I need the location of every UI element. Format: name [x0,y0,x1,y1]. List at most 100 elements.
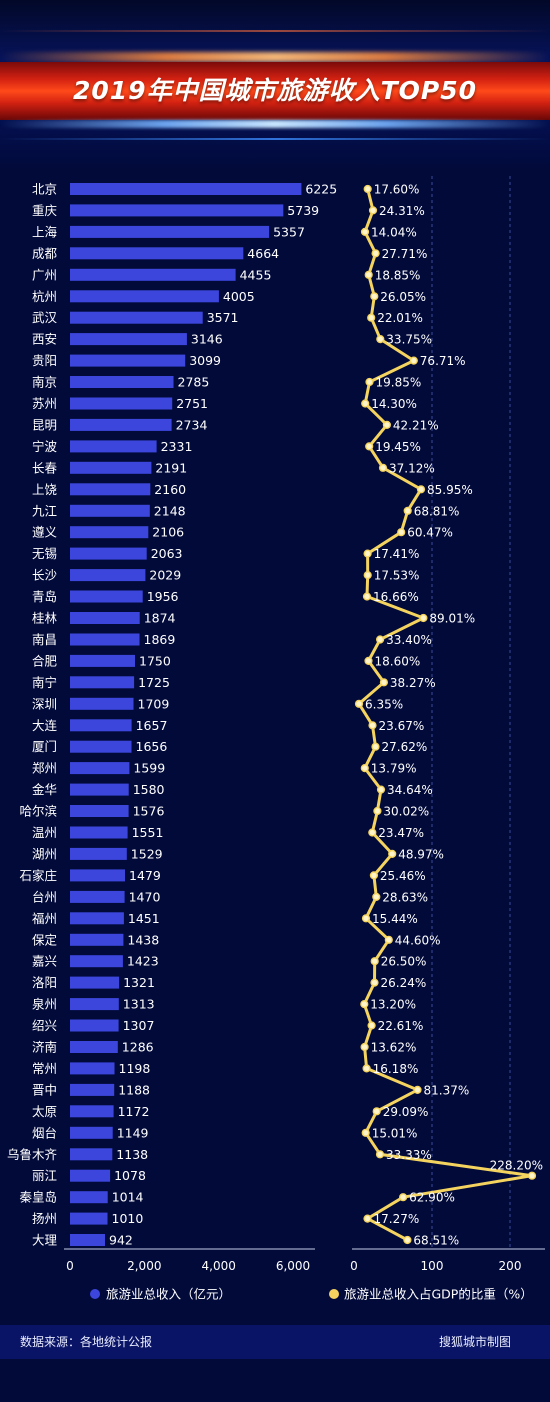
line-point [376,785,386,794]
category-label: 嘉兴 [32,954,57,969]
line-value-label: 19.85% [376,376,422,390]
bar-value-label: 2029 [149,568,181,583]
bar-value-label: 1657 [136,718,168,733]
legend-line-marker [329,1289,339,1299]
line-value-label: 85.95% [427,483,473,497]
bar-value-label: 942 [109,1233,133,1248]
category-label: 宁波 [32,439,58,454]
line-value-label: 27.71% [382,247,428,261]
line-point [376,335,385,344]
bar [70,547,147,560]
category-label: 桂林 [32,611,58,626]
line-point [363,570,372,580]
bar [70,847,127,860]
bar-value-label: 1307 [123,1018,155,1033]
bar-value-label: 4664 [247,246,279,261]
line-point [416,485,426,494]
line-point [365,442,374,451]
bar-value-label: 2331 [161,439,193,454]
bar-axis-tick-label: 4,000 [202,1259,236,1273]
bar [70,397,173,410]
bar-value-label: 1149 [117,1125,149,1140]
bar-value-label: 1529 [131,846,163,861]
line-value-label: 17.27% [374,1212,420,1226]
bar-value-label: 1014 [112,1190,144,1205]
bar-value-label: 3571 [207,310,239,325]
legend-bar-marker [90,1289,100,1299]
line-value-label: 6.35% [365,697,403,711]
category-label: 遵义 [32,525,58,540]
bar [70,1041,118,1053]
line-point [375,1150,385,1159]
line-value-label: 17.60% [374,183,420,197]
bar-value-label: 3099 [189,353,221,368]
line-point [365,377,374,387]
bar [70,1148,113,1161]
line-value-label: 19.45% [375,440,421,454]
bar-value-label: 6225 [305,182,337,197]
category-label: 绍兴 [32,1018,57,1033]
line-point [360,763,369,773]
legend-bar-label: 旅游业总收入（亿元） [106,1287,231,1302]
bar-value-label: 1599 [133,761,165,776]
bar [70,418,172,431]
bar-value-label: 2785 [178,375,210,390]
line-value-label: 14.30% [371,397,417,411]
bar [70,998,119,1011]
bar-value-label: 1286 [122,1040,154,1055]
line-point [369,871,379,880]
bar [70,612,140,624]
bar [70,1105,114,1118]
line-point [364,656,373,666]
line-value-label: 18.60% [375,654,421,668]
bar-value-label: 3146 [191,332,223,347]
header-banner [0,0,550,170]
line-point [413,1085,422,1095]
line-point [371,742,380,751]
bar [70,1234,105,1246]
line-value-label: 44.60% [395,933,441,947]
bar-value-label: 1874 [144,611,176,626]
category-label: 重庆 [32,203,58,218]
bar-value-label: 2751 [176,396,208,411]
line-value-label: 33.33% [386,1148,432,1162]
line-value-label: 23.47% [378,826,424,840]
line-point [376,635,385,644]
line-point [372,1107,381,1116]
line-value-label: 81.37% [424,1083,470,1097]
bar [70,890,125,903]
line-value-label: 60.47% [407,526,453,540]
bar-value-label: 1451 [128,911,160,926]
decorative-streak [0,30,550,32]
bar [70,1019,119,1032]
bar-value-label: 5357 [273,224,305,239]
category-label: 晋中 [32,1082,57,1097]
line-point [378,463,388,472]
bar [70,762,130,775]
line-point [363,549,372,558]
line-point [367,313,376,322]
bar-value-label: 1709 [138,696,170,711]
category-label: 无锡 [32,546,57,561]
bar [70,225,270,238]
bar-value-label: 4005 [223,289,255,304]
bar-value-label: 2734 [176,417,208,432]
bar [70,826,128,839]
line-value-label: 18.85% [375,268,421,282]
bar [70,461,152,474]
category-label: 常州 [32,1061,57,1076]
category-label: 南昌 [32,632,57,647]
bar [70,633,140,646]
line-point [360,999,369,1009]
category-label: 烟台 [32,1125,57,1140]
category-label: 洛阳 [32,975,57,990]
line-point [361,1128,370,1137]
bar [70,783,129,796]
line-value-label: 17.41% [374,547,420,561]
line-series: 17.60% 24.31% 14.04% 27.71% 18.85% 26.05% 22.0… [354,183,543,1248]
line-axis-tick-label: 0 [350,1259,358,1273]
bar [70,247,244,260]
axes: 0 2,000 4,000 6,000 0 100 200 [64,1248,545,1273]
bar-value-label: 1956 [147,589,179,604]
line-point [527,1171,537,1180]
